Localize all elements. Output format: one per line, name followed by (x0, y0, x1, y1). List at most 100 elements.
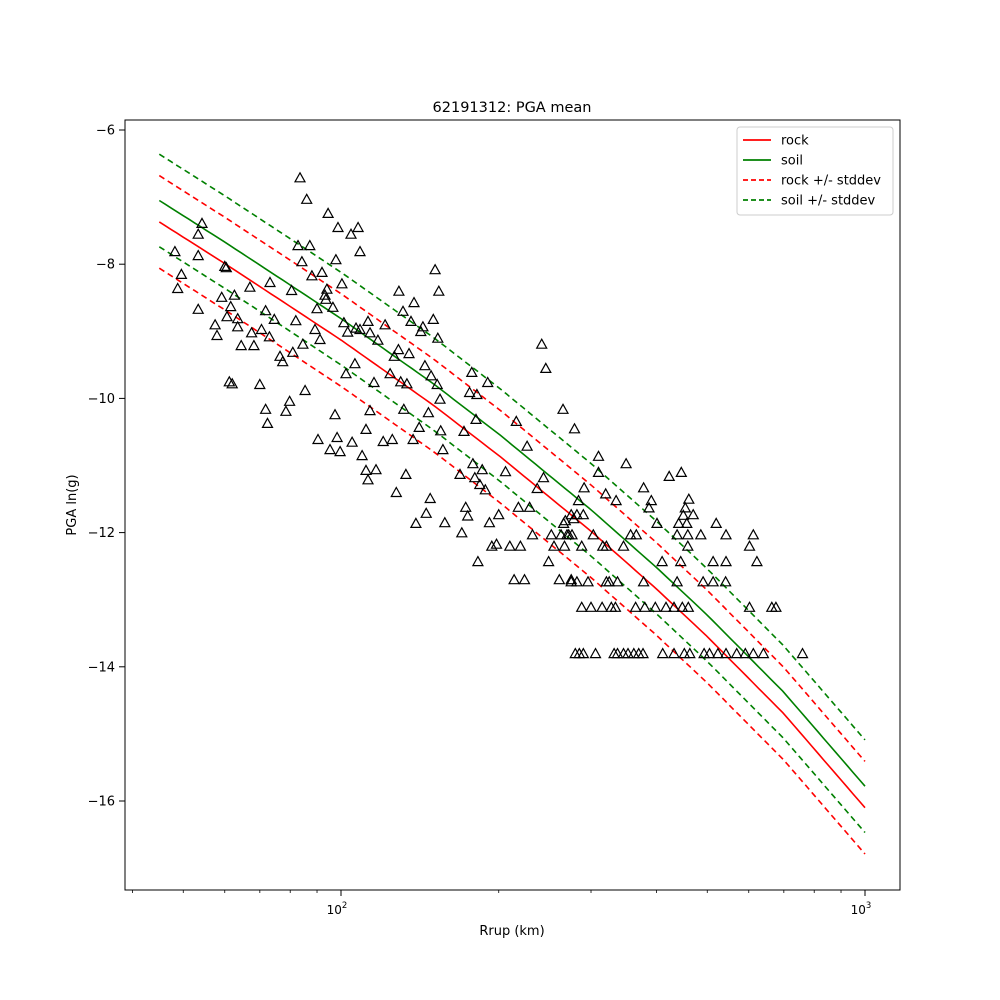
data-point (245, 326, 258, 338)
data-point (192, 249, 205, 261)
data-point (592, 466, 605, 477)
data-point (545, 528, 558, 540)
data-point (514, 539, 527, 551)
data-point (326, 301, 339, 312)
data-point (611, 575, 624, 587)
data-point (518, 573, 531, 585)
data-point (719, 647, 733, 659)
data-point (694, 528, 707, 540)
data-point (291, 239, 305, 251)
data-point (209, 318, 222, 330)
data-point (303, 239, 316, 251)
data-point (707, 555, 720, 567)
data-point (369, 463, 383, 475)
data-point (416, 320, 429, 332)
curves-layer (158, 153, 866, 855)
data-point (683, 647, 696, 659)
x-axis: 102 103 (132, 890, 871, 917)
data-point (331, 431, 344, 443)
data-point (757, 647, 770, 659)
data-point (707, 575, 720, 587)
data-point (565, 575, 578, 587)
series-line-soil-stddev-plus (158, 153, 866, 741)
data-point (168, 245, 181, 257)
data-point (255, 323, 268, 335)
data-point (276, 355, 289, 367)
data-point (750, 555, 763, 567)
data-point (570, 508, 583, 520)
legend-label: rock +/- stddev (781, 174, 881, 189)
data-point (479, 483, 492, 495)
data-point (337, 316, 350, 328)
data-point (459, 501, 472, 512)
data-point (466, 457, 479, 469)
data-point (329, 253, 342, 265)
data-point (235, 339, 248, 351)
data-point (273, 350, 287, 361)
data-point (624, 528, 637, 540)
data-point (584, 601, 598, 612)
y-tick-label: −14 (88, 660, 115, 675)
data-point (711, 647, 724, 659)
data-point (247, 339, 260, 351)
data-point (320, 282, 333, 294)
data-point (556, 403, 570, 414)
data-point (679, 501, 692, 513)
data-point (431, 378, 444, 390)
data-point (599, 487, 612, 499)
data-point (243, 280, 256, 292)
y-tick-label: −16 (88, 795, 115, 810)
data-point (577, 647, 590, 659)
data-point (195, 217, 209, 228)
data-point (565, 573, 578, 585)
data-point (645, 494, 658, 506)
data-point (671, 575, 684, 587)
data-point (565, 508, 578, 520)
data-point (286, 346, 299, 357)
data-point (315, 266, 329, 277)
y-tick-label: −8 (96, 258, 115, 273)
data-point (531, 482, 544, 494)
data-point (283, 395, 296, 406)
data-point (455, 526, 468, 538)
data-point (609, 601, 622, 612)
data-point (399, 468, 412, 479)
data-point (407, 296, 421, 308)
data-point (285, 284, 298, 296)
data-point (649, 601, 662, 612)
data-point (796, 647, 809, 659)
data-point (339, 367, 353, 379)
data-point (215, 291, 228, 302)
data-point (681, 528, 694, 540)
data-point (465, 366, 478, 377)
data-point (667, 601, 681, 612)
data-point (379, 318, 392, 330)
data-point (359, 423, 373, 434)
data-point (431, 331, 444, 343)
data-point (743, 539, 756, 551)
data-point (388, 350, 401, 361)
data-point (681, 539, 694, 551)
data-point (313, 333, 327, 345)
data-point (577, 508, 590, 520)
data-point (473, 478, 486, 490)
data-point (263, 276, 277, 288)
data-point (310, 302, 324, 314)
data-point (570, 575, 583, 587)
data-point (407, 433, 420, 445)
data-point (453, 468, 467, 479)
data-point (299, 384, 312, 396)
series-line-rock-stddev-plus (158, 174, 866, 762)
data-point (348, 357, 361, 369)
data-point (638, 601, 651, 612)
legend-label: rock (781, 134, 809, 149)
y-tick-label: −6 (96, 124, 115, 139)
data-point (610, 494, 623, 506)
x-tick-label: 103 (851, 901, 872, 917)
data-point (747, 528, 760, 540)
data-point (575, 601, 588, 612)
data-point (352, 221, 365, 233)
data-point (526, 528, 539, 540)
data-point (557, 517, 570, 528)
data-point (620, 457, 633, 469)
